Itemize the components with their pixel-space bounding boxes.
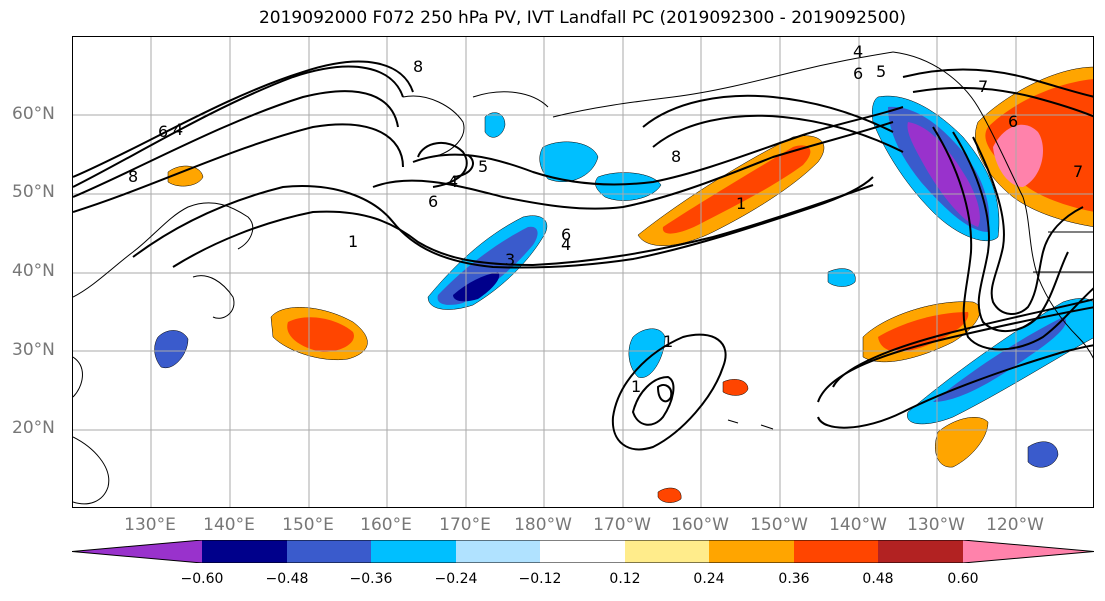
contour-label: 6 [853,64,863,83]
contour-label: 6 [1008,112,1018,131]
colorbar-tick: 0.60 [947,571,979,587]
contour-label: 7 [1073,162,1083,181]
colorbar-tick: −0.12 [518,571,562,587]
positive-anomaly-core [662,145,811,234]
map-canvas: 8 6 4 1 8 6 5 4 3 6 4 1 8 4 5 6 7 6 7 1 … [73,37,1093,507]
map-panel: 8 6 4 1 8 6 5 4 3 6 4 1 8 4 5 6 7 6 7 1 … [72,36,1094,508]
lon-label: 130°E [124,515,176,535]
colorbar-tick: 0.12 [609,571,641,587]
contour-label: 6 [158,122,168,141]
colorbar-segment [540,540,625,563]
ivt-contours [73,60,1093,451]
contour-label: 7 [978,77,988,96]
colorbar-tick: −0.48 [265,571,309,587]
lon-label: 130°W [907,515,965,535]
positive-anomaly-core [878,312,969,352]
contour-label: 4 [561,235,571,254]
colorbar-segment [794,540,878,563]
graticule [73,37,1093,507]
negative-anomaly-core [907,122,980,227]
positive-anomaly-region [657,487,682,503]
colorbar-tick: 0.24 [693,571,725,587]
contour-label: 4 [448,172,458,191]
positive-anomaly-region [935,417,989,468]
negative-anomaly-core [453,272,500,302]
colorbar-tick: 0.48 [862,571,894,587]
contour-label: 4 [853,42,863,61]
negative-anomaly-region [1027,441,1059,468]
lon-label: 170°W [593,515,651,535]
lat-label: 50°N [12,182,55,202]
contour-label: 4 [173,120,183,139]
lon-label: 150°E [282,515,334,535]
lon-label: 150°W [750,515,808,535]
positive-anomaly-region [722,379,749,396]
negative-anomaly-region [827,268,856,287]
negative-anomaly-mid [933,317,1067,402]
map-title: 2019092000 F072 250 hPa PV, IVT Landfall… [258,8,906,28]
colorbar-segment [709,540,794,563]
lon-label: 180°W [514,515,572,535]
lat-label: 30°N [12,340,55,360]
lat-label: 60°N [12,104,55,124]
lon-label: 160°E [360,515,412,535]
negative-anomaly-region [595,172,662,201]
contour-label: 8 [413,57,423,76]
contour-label: 8 [671,147,681,166]
colorbar-segment [72,540,202,563]
colorbar-tick: 0.36 [778,571,810,587]
lon-label: 160°W [671,515,729,535]
contour-label: 1 [348,232,358,251]
contour-label: 1 [631,377,641,396]
colorbar-tick: −0.36 [349,571,393,587]
lat-label: 40°N [12,261,55,281]
colorbar-segment [878,540,963,563]
contour-label: 8 [128,167,138,186]
negative-anomaly-region [539,141,599,183]
lon-label: 140°E [203,515,255,535]
colorbar-segment [287,540,371,563]
contour-label: 6 [428,192,438,211]
colorbar-segment [456,540,540,563]
colorbar-segment [625,540,709,563]
contour-label: 3 [505,250,515,269]
contour-label: 5 [478,157,488,176]
colorbar-segment [202,540,287,563]
lon-label: 120°W [986,515,1044,535]
negative-anomaly-region [154,330,189,369]
colorbar-tick: −0.24 [434,571,478,587]
colorbar-segment [371,540,456,563]
lat-label: 20°N [12,418,55,438]
contour-label: 6 [561,225,571,244]
positive-anomaly-region [167,165,204,187]
positive-anomaly-peak [993,124,1043,187]
coastlines [73,51,1093,505]
negative-anomaly-region [628,328,666,378]
contour-label: 5 [876,62,886,81]
negative-anomaly-region [484,112,506,138]
colorbar-segment [963,540,1094,563]
colorbar [72,540,1094,563]
colorbar-tick: −0.60 [180,571,224,587]
positive-anomaly-core [287,317,354,352]
contour-label: 1 [736,194,746,213]
contour-label: 1 [663,332,673,351]
lon-label: 170°E [439,515,491,535]
lon-label: 140°W [829,515,887,535]
